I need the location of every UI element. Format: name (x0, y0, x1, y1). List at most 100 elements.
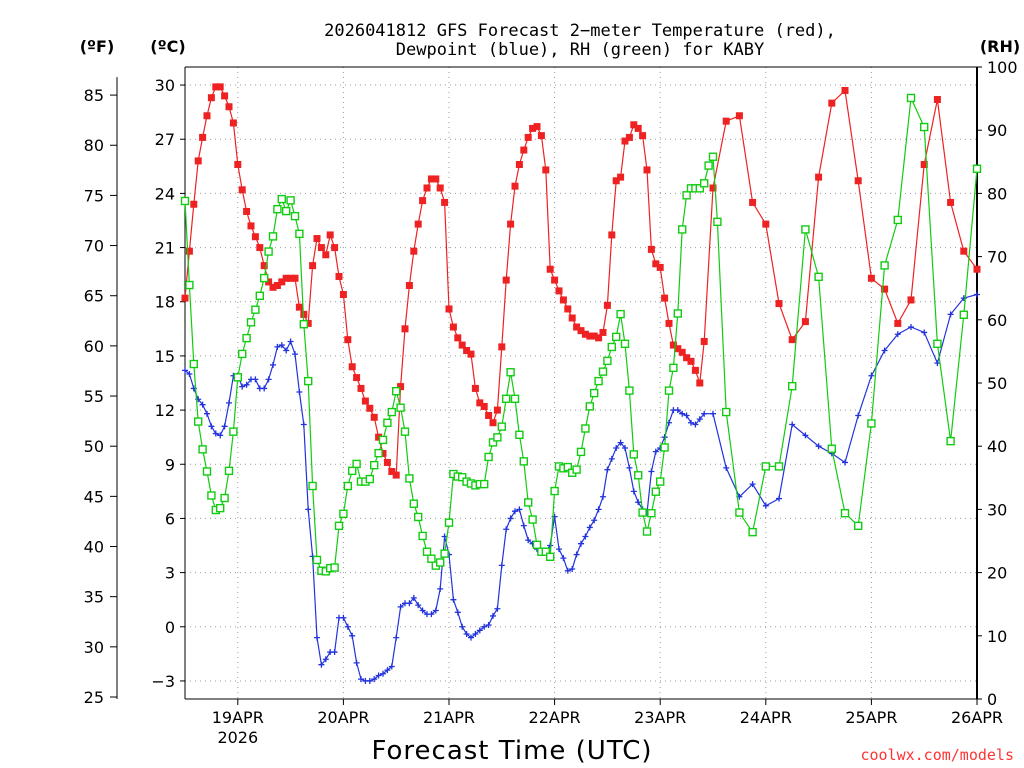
rh-point (801, 225, 810, 234)
celsius-tick-label: 3 (165, 564, 175, 583)
dewpoint-point (600, 493, 606, 500)
temperature-point (612, 177, 620, 185)
temperature-point (471, 384, 479, 392)
rh-tick-label: 30 (987, 500, 1007, 519)
title-line-1: 2026041812 GFS Forecast 2−meter Temperat… (324, 21, 836, 41)
temperature-point (762, 220, 770, 228)
temperature-point (304, 319, 312, 327)
rh-point (352, 459, 361, 469)
rh-point (207, 491, 216, 500)
temperature-point (749, 198, 757, 206)
temperature-point (361, 397, 369, 405)
temperature-point (185, 247, 193, 255)
dewpoint-point (322, 656, 329, 663)
temperature-point (498, 343, 506, 351)
temperature-point (225, 103, 233, 111)
fahrenheit-tick-label: 25 (84, 688, 104, 707)
rh-unit-label: (RH) (980, 37, 1020, 56)
dewpoint-point (358, 676, 364, 683)
temperature-point (476, 399, 484, 407)
rh-point (334, 521, 344, 531)
dewpoint-point (270, 361, 276, 368)
rh-point (704, 161, 713, 170)
temperature-point (973, 265, 981, 273)
celsius-tick-label: 18 (155, 293, 175, 312)
temperature-point (238, 186, 246, 194)
temperature-point (207, 94, 215, 102)
dewpoint-point (692, 421, 699, 428)
dewpoint-point (604, 466, 611, 473)
rh-point (290, 211, 300, 221)
rh-tick-label: 90 (987, 121, 1007, 140)
temperature-point (436, 184, 444, 192)
rh-point (972, 164, 982, 173)
chart-title: 2026041812 GFS Forecast 2−meter Temperat… (324, 21, 836, 60)
rh-tick-label: 20 (987, 564, 1007, 583)
rh-point (576, 447, 586, 457)
rh-point (193, 417, 203, 426)
rh-tick-label: 40 (987, 437, 1007, 456)
rh-point (761, 462, 770, 471)
rh-point (229, 427, 238, 436)
temperature-point (419, 197, 427, 205)
rh-point (572, 465, 581, 474)
rh-point (506, 368, 515, 377)
celsius-tick-label: 27 (155, 130, 175, 149)
dewpoint-point (674, 407, 681, 414)
dewpoint-point (635, 499, 642, 506)
rh-point (268, 232, 278, 241)
dewpoint-point (204, 410, 210, 417)
temperature-series (181, 83, 981, 479)
temperature-point (546, 265, 554, 273)
dewpoint-point (595, 506, 602, 513)
temperature-point (683, 354, 691, 362)
temperature-point (485, 412, 493, 420)
fahrenheit-tick-label: 30 (84, 638, 104, 657)
temperature-point (326, 231, 334, 239)
temperature-point (603, 301, 611, 309)
temperature-point (568, 314, 576, 322)
temperature-point (621, 137, 629, 145)
dewpoint-point (842, 459, 848, 466)
dewpoint-point (520, 522, 527, 529)
dewpoint-point (582, 533, 589, 540)
temperature-point (639, 132, 647, 140)
temperature-point (291, 274, 299, 282)
dewpoint-point (503, 526, 510, 533)
temperature-point (595, 334, 603, 342)
temperature-point (573, 323, 581, 331)
temperature-point (867, 274, 875, 282)
rh-point (220, 493, 229, 503)
temperature-point (801, 318, 809, 326)
temperature-point (700, 337, 708, 345)
temperature-point (617, 173, 625, 181)
fahrenheit-tick-label: 80 (84, 136, 104, 155)
temperature-point (625, 133, 633, 141)
dewpoint-point (569, 565, 576, 572)
temperature-point (339, 291, 347, 299)
dewpoint-point (921, 329, 928, 336)
dewpoint-point (186, 370, 193, 377)
rh-point (180, 196, 190, 206)
temperature-point (735, 112, 743, 120)
dewpoint-point (243, 381, 250, 388)
temperature-point (960, 247, 968, 255)
rh-point (436, 558, 445, 567)
dewpoint-point (723, 464, 730, 471)
dewpoint-point (366, 677, 373, 684)
dewpoint-point (688, 419, 694, 426)
temperature-point (317, 244, 325, 252)
rh-point (629, 450, 638, 459)
rh-point (590, 388, 599, 398)
temperature-point (652, 260, 660, 268)
dewpoint-point (710, 410, 716, 417)
rh-point (651, 487, 660, 496)
rh-point (304, 376, 313, 386)
temperature-point (366, 404, 374, 412)
temperature-point (295, 303, 303, 311)
rh-point (546, 552, 555, 561)
dewpoint-point (349, 632, 356, 639)
temperature-point (388, 467, 396, 475)
rh-point (312, 555, 322, 565)
temperature-point (586, 332, 594, 340)
